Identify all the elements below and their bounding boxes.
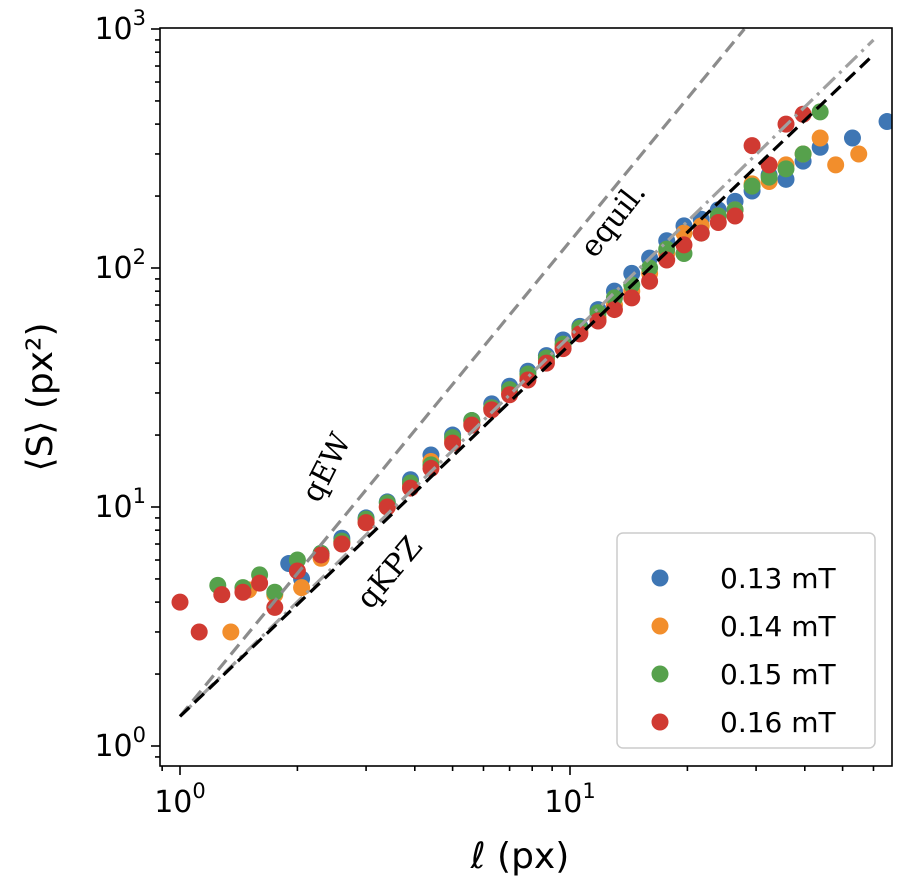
data-point (222, 623, 240, 641)
data-point (675, 236, 693, 254)
x-tick-label: 101 (544, 779, 596, 820)
data-point (843, 129, 861, 147)
data-point (675, 224, 693, 242)
legend-label: 0.13 mT (720, 562, 837, 595)
y-tick-label: 102 (94, 245, 146, 286)
data-point (760, 168, 778, 186)
data-point (190, 623, 208, 641)
y-axis-label: ⟨S⟩ (px²) (20, 322, 61, 471)
data-point (777, 160, 795, 178)
data-point (537, 354, 555, 372)
plot-frame (159, 27, 893, 767)
data-point (641, 272, 659, 290)
data-point (483, 401, 501, 419)
data-point (743, 177, 761, 195)
data-point (357, 514, 375, 532)
data-point (312, 546, 330, 564)
data-point (171, 593, 189, 611)
legend-label: 0.14 mT (720, 610, 837, 643)
legend: 0.13 mT 0.14 mT 0.15 mT 0.16 mT (616, 532, 876, 749)
data-point (333, 535, 351, 553)
axis-ticks: 100 101 100 101 102 103 (94, 6, 875, 820)
legend-label: 0.15 mT (720, 658, 837, 691)
data-point (266, 598, 284, 616)
legend-marker (651, 569, 669, 587)
legend-label: 0.16 mT (720, 706, 837, 739)
data-point (827, 156, 845, 174)
data-point (726, 207, 744, 225)
data-point (605, 289, 623, 307)
reference-line-equil (178, 38, 875, 718)
data-point (589, 312, 607, 330)
reference-lines (178, 28, 875, 718)
x-axis-label: ℓ (px) (470, 836, 570, 877)
y-tick-label: 103 (94, 6, 146, 47)
data-point (743, 137, 761, 155)
legend-marker (651, 617, 669, 635)
data-point (422, 459, 440, 477)
data-point (692, 224, 710, 242)
data-point (709, 214, 727, 232)
data-point (878, 113, 892, 131)
series-3 (209, 103, 829, 601)
y-tick-label: 101 (94, 484, 146, 525)
legend-box (616, 532, 876, 749)
data-point (794, 145, 812, 163)
reference-line-qew (178, 28, 746, 718)
x-tick-label: 100 (154, 779, 206, 820)
data-point (811, 129, 829, 147)
series-4 (171, 105, 812, 641)
data-point (234, 583, 252, 601)
legend-marker (651, 713, 669, 731)
data-point (605, 301, 623, 319)
legend-marker (651, 665, 669, 683)
data-point (213, 586, 231, 604)
data-point (519, 371, 537, 389)
data-point (266, 583, 284, 601)
annotation-qew: qEW (295, 428, 359, 508)
y-tick-label: 100 (94, 723, 146, 764)
data-point (760, 156, 778, 174)
data-point (402, 479, 420, 497)
data-point (850, 145, 868, 163)
data-point (623, 289, 641, 307)
data-point (251, 574, 269, 592)
